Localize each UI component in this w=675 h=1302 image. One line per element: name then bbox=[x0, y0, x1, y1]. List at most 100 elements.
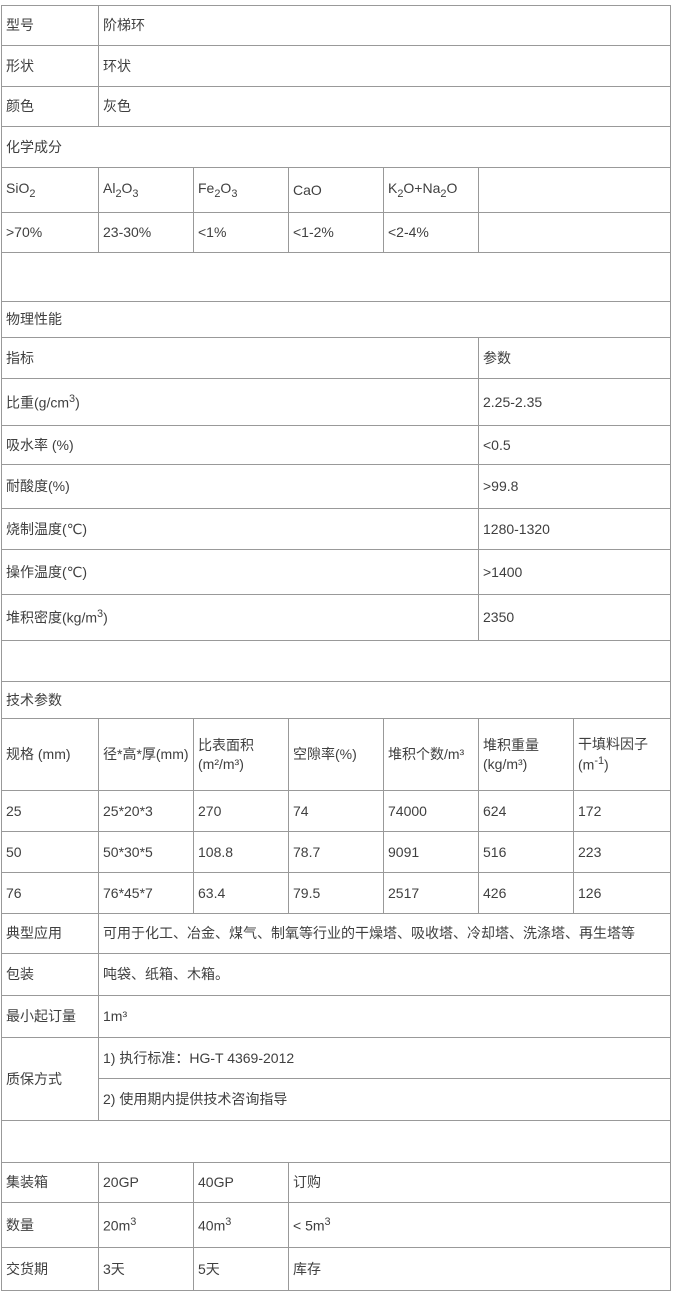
tech-data-cell: 516 bbox=[478, 831, 574, 873]
water-absorption-row: 吸水率 (%) <0.5 bbox=[1, 425, 671, 465]
chem-header-fe2o3: Fe2O3 bbox=[193, 167, 289, 213]
tech-data-cell: 108.8 bbox=[193, 831, 289, 873]
packaging-label: 包装 bbox=[1, 953, 99, 996]
chemistry-section-title: 化学成分 bbox=[1, 126, 671, 168]
chem-value-cao: <1-2% bbox=[288, 212, 384, 253]
tech-data-cell: 76 bbox=[1, 872, 99, 914]
application-value: 可用于化工、冶金、煤气、制氧等行业的干燥塔、吸收塔、冷却塔、洗涤塔、再生塔等 bbox=[98, 913, 671, 954]
color-row: 颜色 灰色 bbox=[1, 86, 671, 127]
quantity-order-cell: < 5m3 bbox=[288, 1202, 671, 1248]
container-label: 集装箱 bbox=[1, 1162, 99, 1203]
chem-header-al2o3: Al2O3 bbox=[98, 167, 194, 213]
spacer-cell bbox=[1, 252, 671, 302]
moq-row: 最小起订量 1m³ bbox=[1, 995, 671, 1038]
specific-gravity-label: 比重(g/cm3) bbox=[1, 378, 479, 426]
quantity-row: 数量 20m3 40m3 < 5m3 bbox=[1, 1202, 671, 1248]
firing-temperature-row: 烧制温度(℃) 1280-1320 bbox=[1, 508, 671, 550]
spacer-row bbox=[1, 252, 671, 302]
tech-header-size: 规格 (mm) bbox=[1, 718, 99, 791]
tech-header-surface-area-line1: 比表面积 bbox=[198, 736, 254, 753]
tech-data-cell: 172 bbox=[573, 790, 671, 832]
tech-data-cell: 78.7 bbox=[288, 831, 384, 873]
container-20gp-cell: 20GP bbox=[98, 1162, 194, 1203]
firing-temperature-value: 1280-1320 bbox=[478, 508, 671, 550]
delivery-40gp-cell: 5天 bbox=[193, 1247, 289, 1291]
quantity-40gp-cell: 40m3 bbox=[193, 1202, 289, 1248]
warranty-item-1: 1) 执行标准：HG-T 4369-2012 bbox=[98, 1037, 671, 1079]
tech-data-cell: 25 bbox=[1, 790, 99, 832]
chem-header-cao: CaO bbox=[288, 167, 384, 213]
container-row: 集装箱 20GP 40GP 订购 bbox=[1, 1162, 671, 1203]
acid-resistance-row: 耐酸度(%) >99.8 bbox=[1, 464, 671, 509]
tech-data-row-76: 76 76*45*7 63.4 79.5 2517 426 126 bbox=[1, 872, 671, 914]
model-label: 型号 bbox=[1, 5, 99, 46]
delivery-label: 交货期 bbox=[1, 1247, 99, 1291]
chem-value-empty-cell bbox=[478, 212, 671, 253]
shape-label: 形状 bbox=[1, 45, 99, 87]
physical-section-title: 物理性能 bbox=[1, 301, 671, 338]
tech-data-cell: 50 bbox=[1, 831, 99, 873]
chem-value-sio2: >70% bbox=[1, 212, 99, 253]
tech-data-cell: 2517 bbox=[383, 872, 479, 914]
bulk-density-value: 2350 bbox=[478, 594, 671, 641]
warranty-item-2: 2) 使用期内提供技术咨询指导 bbox=[98, 1078, 671, 1121]
warranty-row-2: 2) 使用期内提供技术咨询指导 bbox=[2, 1078, 671, 1121]
specific-gravity-row: 比重(g/cm3) 2.25-2.35 bbox=[1, 378, 671, 426]
model-value: 阶梯环 bbox=[98, 5, 671, 46]
spacer-cell bbox=[1, 1120, 671, 1163]
operating-temperature-label: 操作温度(℃) bbox=[1, 549, 479, 595]
application-row: 典型应用 可用于化工、冶金、煤气、制氧等行业的干燥塔、吸收塔、冷却塔、洗涤塔、再… bbox=[1, 913, 671, 954]
container-40gp-cell: 40GP bbox=[193, 1162, 289, 1203]
tech-data-cell: 270 bbox=[193, 790, 289, 832]
product-spec-table: 型号 阶梯环 形状 环状 颜色 灰色 化学成分 SiO2 Al2O3 Fe2O3… bbox=[1, 5, 671, 1291]
shape-row: 形状 环状 bbox=[1, 45, 671, 87]
tech-header-weight-per-m3: 堆积重量(kg/m³) bbox=[478, 718, 574, 791]
physical-header-row: 指标 参数 bbox=[1, 337, 671, 379]
chem-header-empty-cell bbox=[478, 167, 671, 213]
tech-data-row-25: 25 25*20*3 270 74 74000 624 172 bbox=[1, 790, 671, 832]
chemistry-section-row: 化学成分 bbox=[1, 126, 671, 168]
tech-data-cell: 223 bbox=[573, 831, 671, 873]
physical-section-row: 物理性能 bbox=[1, 301, 671, 338]
chemistry-value-row: >70% 23-30% <1% <1-2% <2-4% bbox=[1, 212, 671, 253]
moq-label: 最小起订量 bbox=[1, 995, 99, 1038]
tech-header-void-ratio: 空隙率(%) bbox=[288, 718, 384, 791]
model-row: 型号 阶梯环 bbox=[1, 5, 671, 46]
chem-value-k2o-na2o: <2-4% bbox=[383, 212, 479, 253]
color-label: 颜色 bbox=[1, 86, 99, 127]
tech-data-row-50: 50 50*30*5 108.8 78.7 9091 516 223 bbox=[1, 831, 671, 873]
technical-section-title: 技术参数 bbox=[1, 681, 671, 719]
warranty-label: 质保方式 bbox=[1, 1037, 99, 1121]
tech-data-cell: 426 bbox=[478, 872, 574, 914]
tech-data-cell: 624 bbox=[478, 790, 574, 832]
operating-temperature-value: >1400 bbox=[478, 549, 671, 595]
operating-temperature-row: 操作温度(℃) >1400 bbox=[1, 549, 671, 595]
delivery-order-cell: 库存 bbox=[288, 1247, 671, 1291]
acid-resistance-label: 耐酸度(%) bbox=[1, 464, 479, 509]
water-absorption-value: <0.5 bbox=[478, 425, 671, 465]
chem-value-al2o3: 23-30% bbox=[98, 212, 194, 253]
packaging-value: 吨袋、纸箱、木箱。 bbox=[98, 953, 671, 996]
parameter-header-cell: 参数 bbox=[478, 337, 671, 379]
tech-header-dimensions: 径*高*厚(mm) bbox=[98, 718, 194, 791]
technical-section-row: 技术参数 bbox=[1, 681, 671, 719]
delivery-20gp-cell: 3天 bbox=[98, 1247, 194, 1291]
tech-data-cell: 74 bbox=[288, 790, 384, 832]
tech-data-cell: 76*45*7 bbox=[98, 872, 194, 914]
tech-data-cell: 79.5 bbox=[288, 872, 384, 914]
container-order-cell: 订购 bbox=[288, 1162, 671, 1203]
tech-data-cell: 25*20*3 bbox=[98, 790, 194, 832]
specific-gravity-value: 2.25-2.35 bbox=[478, 378, 671, 426]
warranty-row-1: 质保方式 1) 执行标准：HG-T 4369-2012 bbox=[1, 1037, 671, 1121]
tech-header-packing-factor: 干填料因子(m-1) bbox=[573, 718, 671, 791]
tech-header-count-per-m3: 堆积个数/m³ bbox=[383, 718, 479, 791]
chem-header-sio2: SiO2 bbox=[1, 167, 99, 213]
delivery-row: 交货期 3天 5天 库存 bbox=[1, 1247, 671, 1291]
tech-data-cell: 50*30*5 bbox=[98, 831, 194, 873]
chem-header-k2o-na2o: K2O+Na2O bbox=[383, 167, 479, 213]
quantity-20gp-cell: 20m3 bbox=[98, 1202, 194, 1248]
firing-temperature-label: 烧制温度(℃) bbox=[1, 508, 479, 550]
tech-data-cell: 9091 bbox=[383, 831, 479, 873]
spacer-cell bbox=[1, 640, 671, 682]
color-value: 灰色 bbox=[98, 86, 671, 127]
